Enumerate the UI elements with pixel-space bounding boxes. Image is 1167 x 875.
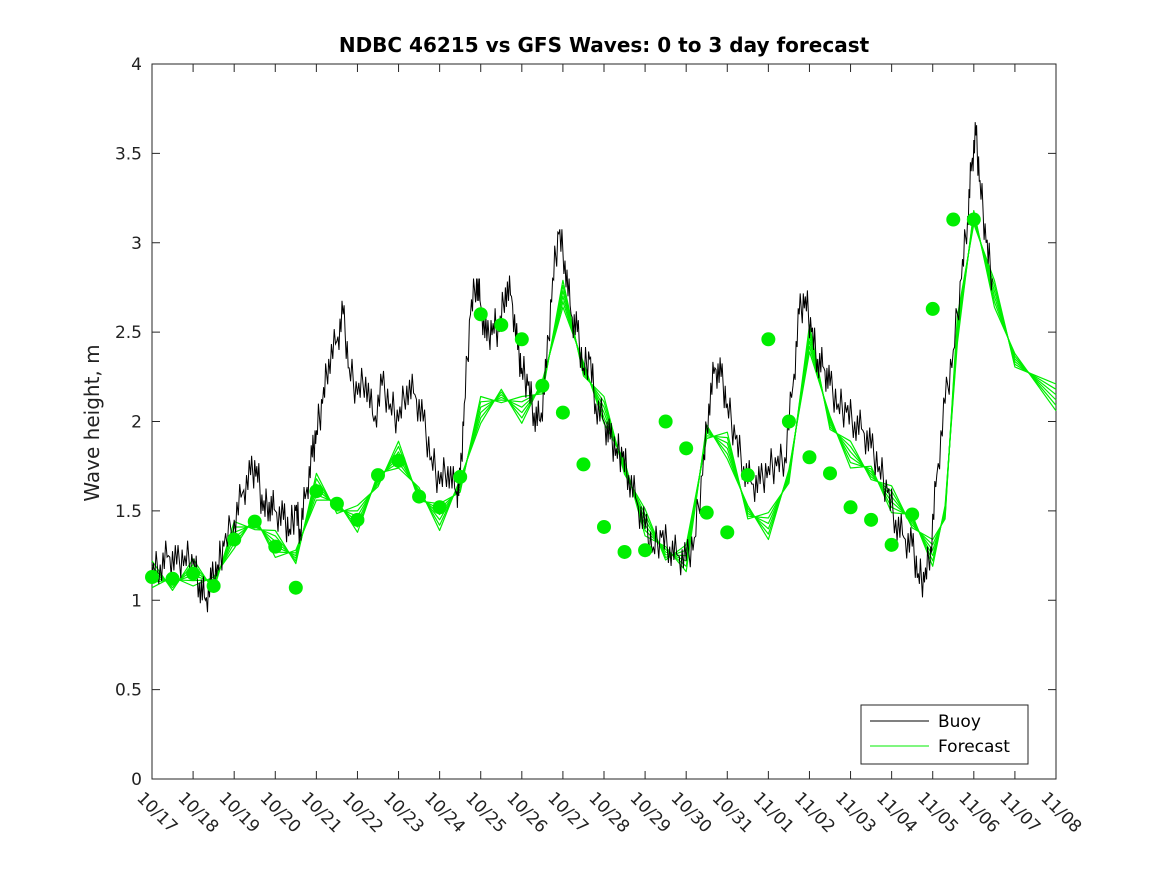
forecast-marker [823,466,837,481]
forecast-marker [679,441,694,456]
forecast-marker [555,405,570,420]
forecast-marker [473,307,488,322]
forecast-marker [576,457,591,472]
legend-box [860,704,1029,765]
buoy-series [151,122,993,613]
forecast-marker [638,543,653,558]
y-tick-label: 2 [131,413,142,433]
forecast-marker [247,514,262,529]
forecast-marker [905,507,920,522]
forecast-marker [946,212,961,227]
forecast-marker [494,317,509,332]
forecast-marker [329,496,344,511]
forecast-marker [268,539,283,554]
forecast-marker [761,332,776,347]
forecast-marker [165,571,180,586]
buoy-line [151,122,993,613]
forecast-marker [658,414,673,429]
forecast-marker [514,332,529,347]
forecast-marker [350,512,365,527]
y-tick-label: 3.5 [115,144,142,164]
y-tick-label: 0.5 [115,681,142,701]
forecast-marker [699,505,714,520]
forecast-markers [145,212,981,595]
forecast-marker [145,570,159,585]
legend-buoy-label: Buoy [938,712,981,732]
y-axis: 0 0.5 1 1.5 2 2.5 3 3.5 4 [115,55,1056,790]
y-tick-label: 1 [131,591,142,611]
forecast-marker [288,580,303,595]
forecast-marker [227,532,242,547]
forecast-marker [309,484,324,499]
forecast-marker [966,212,981,227]
forecast-marker [925,301,940,316]
forecast-marker [781,414,796,429]
legend-forecast-label: Forecast [938,737,1010,757]
forecast-marker [802,450,817,465]
forecast-marker [391,453,406,468]
forecast-marker [412,489,427,504]
y-axis-label: Wave height, m [80,344,104,501]
y-tick-label: 1.5 [115,502,142,522]
forecast-marker [371,468,385,483]
y-tick-label: 0 [131,770,142,790]
chart-title: NDBC 46215 vs GFS Waves: 0 to 3 day fore… [339,33,870,57]
forecast-marker [720,525,735,540]
y-tick-label: 4 [131,55,142,75]
forecast-marker [597,519,611,534]
forecast-marker [453,469,468,484]
forecast-marker [432,500,447,515]
forecast-marker [617,544,632,559]
y-tick-label: 3 [131,234,142,254]
forecast-marker [535,378,550,393]
forecast-marker [884,537,899,552]
y-tick-label: 2.5 [115,323,142,343]
forecast-marker [740,468,755,483]
forecast-marker [186,566,201,581]
legend: Buoy Forecast [860,704,1029,765]
forecast-marker [206,578,221,593]
forecast-marker [843,500,858,515]
forecast-marker [864,512,879,527]
